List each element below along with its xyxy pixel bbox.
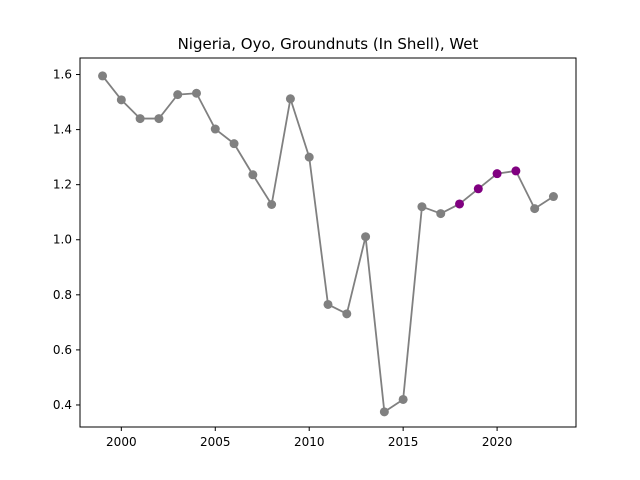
highlighted-data-point	[473, 184, 483, 194]
data-point	[398, 394, 408, 404]
highlighted-data-point	[455, 199, 465, 209]
y-tick-label: 1.4	[53, 123, 72, 137]
data-point	[267, 200, 277, 209]
data-point	[361, 232, 371, 242]
y-tick-label: 1.6	[53, 68, 72, 82]
x-tick-label: 2010	[294, 435, 325, 449]
data-point	[210, 124, 220, 134]
data-point	[548, 192, 558, 202]
data-point	[304, 152, 314, 162]
data-point	[342, 309, 352, 319]
data-point	[135, 114, 145, 124]
y-tick-label: 0.4	[53, 398, 72, 412]
x-tick-label: 2005	[200, 435, 231, 449]
y-tick-label: 1.0	[53, 233, 72, 247]
chart-title: Nigeria, Oyo, Groundnuts (In Shell), Wet	[178, 35, 479, 53]
plot-area	[98, 71, 558, 417]
data-point	[229, 139, 239, 149]
data-point	[191, 88, 201, 98]
data-point	[436, 209, 446, 219]
data-point	[379, 407, 389, 417]
x-tick-label: 2015	[388, 435, 419, 449]
highlighted-data-point	[492, 169, 502, 179]
data-point	[173, 90, 183, 100]
data-point	[323, 299, 333, 309]
y-tick-label: 0.6	[53, 343, 72, 357]
data-point	[248, 170, 258, 180]
y-tick-label: 1.2	[53, 178, 72, 192]
data-point	[116, 95, 126, 105]
data-point	[98, 71, 108, 81]
data-point	[285, 94, 295, 104]
x-tick-label: 2020	[482, 435, 513, 449]
x-tick-label: 2000	[106, 435, 137, 449]
axes: 2000 2005 2010 2015 2020 0.4 0.6 0.8 1.0 1.2 1.4 1.…	[53, 68, 512, 449]
y-tick-label: 0.8	[53, 288, 72, 302]
data-point	[530, 204, 540, 214]
data-point	[154, 114, 164, 124]
plot-frame	[79, 57, 577, 428]
data-point	[417, 202, 427, 212]
highlighted-data-point	[511, 166, 521, 176]
